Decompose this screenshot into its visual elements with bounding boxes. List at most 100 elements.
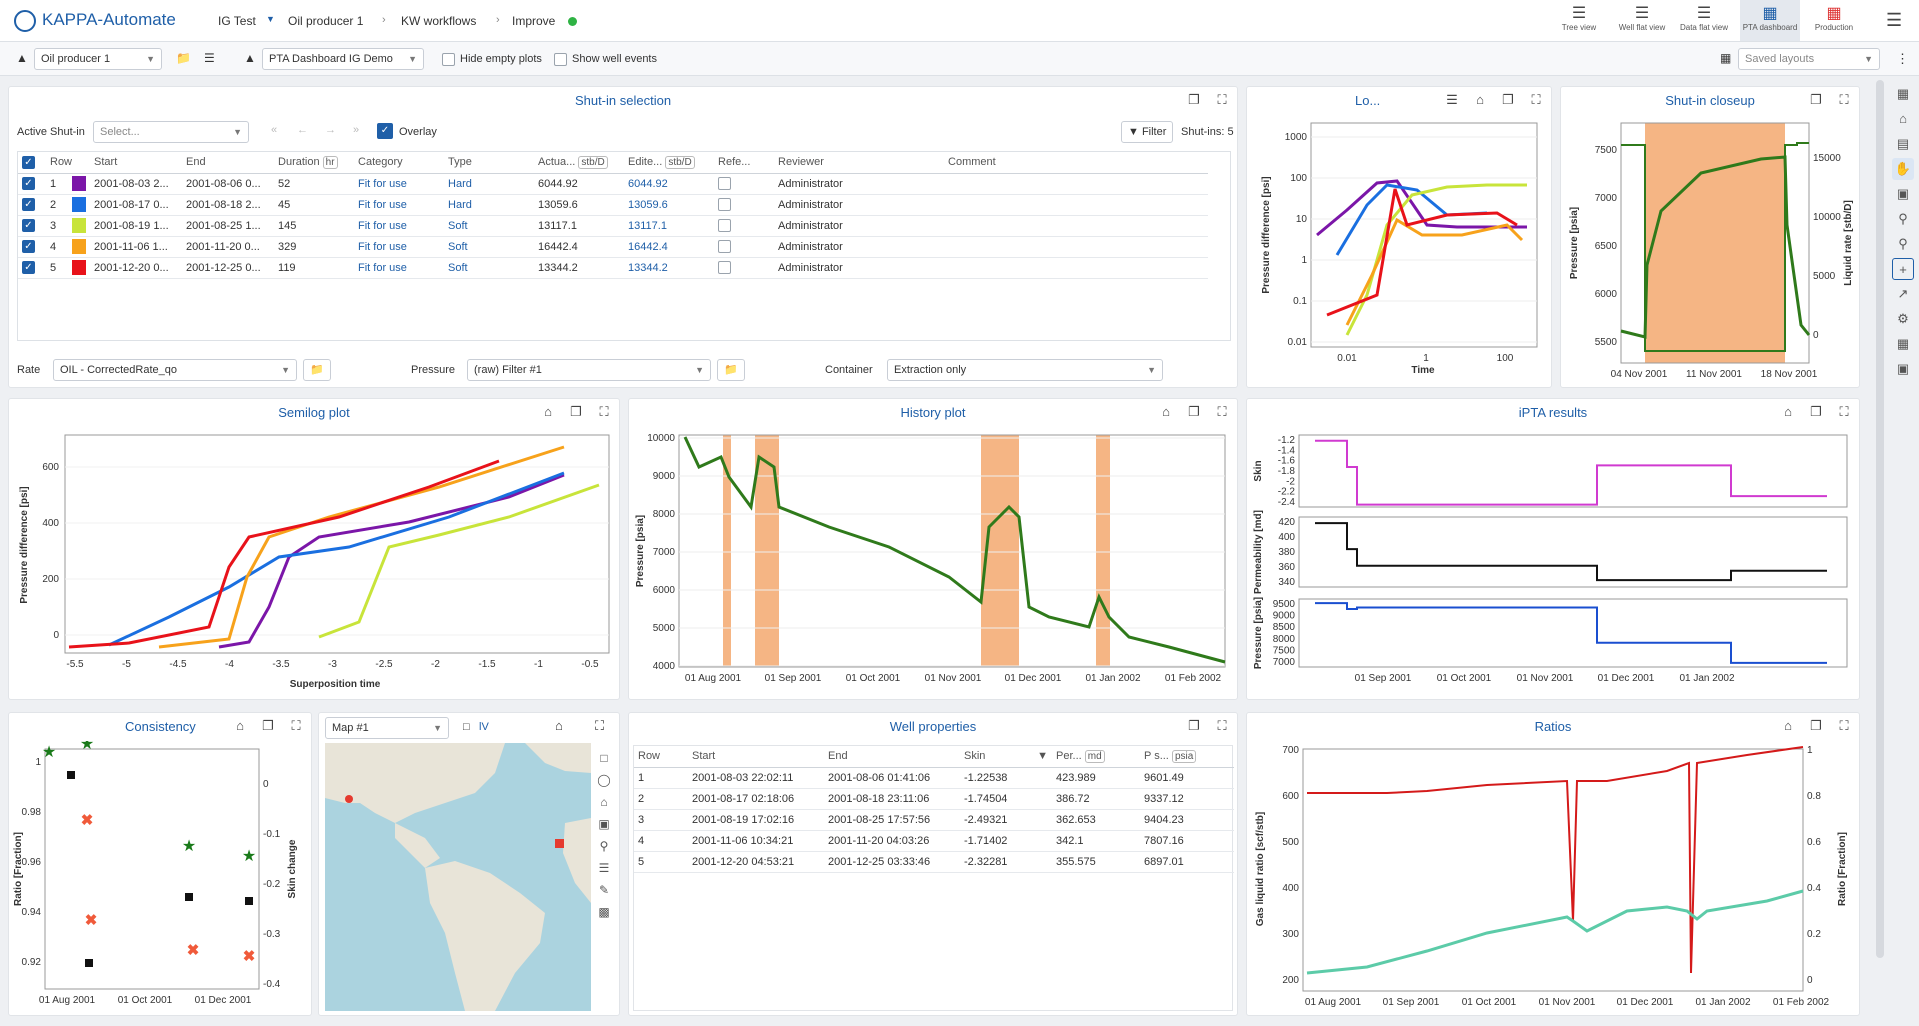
expand-icon[interactable]: ⛶ [1217,92,1227,107]
container-select[interactable]: Extraction only ▼ [887,359,1163,381]
table-row[interactable]: 4 2001-11-06 10:34:21 2001-11-20 04:03:26-… [634,830,1234,852]
table-row[interactable]: 5 2001-12-20 04:53:21 2001-12-25 03:33:46-… [634,851,1234,873]
hide-empty-checkbox[interactable] [442,53,455,66]
color-swatch[interactable] [72,260,86,275]
copy-icon[interactable]: ❐ [1810,92,1822,107]
col-header[interactable]: Category [354,152,445,174]
home-icon[interactable]: ⌂ [1476,92,1484,107]
col-header[interactable]: Edite... stb/D [624,152,715,174]
reference-checkbox[interactable] [718,240,732,253]
last-icon[interactable]: » [353,124,360,136]
home-icon[interactable]: ⌂ [555,718,563,733]
reference-checkbox[interactable] [718,177,732,190]
col-header[interactable]: Reviewer [774,152,945,174]
home-icon[interactable]: ⌂ [1899,111,1907,126]
world-map[interactable] [325,743,591,1011]
expand-icon[interactable]: ⛶ [291,718,301,733]
zoom-icon[interactable]: ⚲ [599,839,609,853]
expand-icon[interactable]: ⛶ [1217,718,1227,733]
expand-icon[interactable]: ⛶ [1217,404,1227,419]
expand-icon[interactable]: ⛶ [599,404,609,419]
expand-icon[interactable]: ⛶ [1531,92,1541,107]
camera-icon[interactable]: ▣ [1896,361,1910,376]
folder-icon[interactable]: 📁 [717,359,745,381]
expand-icon[interactable]: ⛶ [1839,92,1849,107]
home-icon[interactable]: ⌂ [1784,404,1792,419]
prev-icon[interactable]: ← [297,124,308,136]
layers-icon[interactable]: ☰ [598,861,610,875]
table-row[interactable]: 1 2001-08-03 22:02:11 2001-08-06 01:41:06-… [634,767,1234,789]
col-header[interactable]: Per... md [1052,746,1140,768]
ratios-chart[interactable]: Gas liquid ratio [scf/stb] Ratio [Fractio… [1247,741,1860,1016]
view-pta-dashboard[interactable]: ▦ PTA dashboard [1740,0,1800,41]
pan-icon[interactable]: ✋ [1892,158,1914,180]
saved-layouts-select[interactable]: Saved layouts ▼ [1738,48,1880,70]
table-row[interactable]: 2 2001-08-17 02:18:06 2001-08-18 23:11:06-… [634,788,1234,810]
view-well-flat[interactable]: ☰ Well flat view [1614,3,1670,39]
first-icon[interactable]: « [271,124,278,136]
select-all-checkbox[interactable]: ✓ [22,155,35,169]
select-icon[interactable]: □ [600,751,608,765]
reference-checkbox[interactable] [718,219,732,232]
ipta-chart[interactable]: Skin -1.2-1.4-1.6-1.8-2-2.2-2.4 Permeabili… [1247,427,1860,700]
settings-icon[interactable]: ⋮ [1896,51,1909,66]
zoom-box-icon[interactable]: ▣ [598,817,610,831]
home-icon[interactable]: ⌂ [544,404,552,419]
chart-icon[interactable]: ▩ [598,905,610,919]
col-header[interactable]: Comment [944,152,1208,174]
folder-icon[interactable]: 📁 [303,359,331,381]
copy-icon[interactable]: ❐ [1188,718,1200,733]
crosshair-icon[interactable]: + [1892,258,1914,280]
reference-checkbox[interactable] [718,198,732,211]
col-header[interactable]: End [824,746,960,768]
table-row[interactable]: ✓ 1 2001-08-03 2... 2001-08-06 0... 52 Fit fo… [18,173,1208,195]
color-swatch[interactable] [72,239,86,254]
col-header[interactable]: Row [634,746,688,768]
semilog-chart[interactable]: Pressure difference [psi] Superposition t… [9,427,620,700]
row-checkbox[interactable]: ✓ [22,177,35,190]
col-header[interactable]: Refe... [714,152,775,174]
breadcrumb-workflows[interactable]: KW workflows [401,14,477,28]
rate-select[interactable]: OIL - CorrectedRate_qo ▼ [53,359,297,381]
zoom-y-icon[interactable]: ⚲ [1898,236,1908,251]
table-row[interactable]: ✓ 4 2001-11-06 1... 2001-11-20 0... 329 Fit f… [18,236,1208,258]
copy-icon[interactable]: ❐ [1188,92,1200,107]
filter-button[interactable]: ▼ Filter [1121,121,1174,143]
copy-icon[interactable]: ❐ [1502,92,1514,107]
shutin-select[interactable]: Select... ▼ [93,121,249,143]
breadcrumb-field[interactable]: IG Test [218,14,256,28]
view-production[interactable]: ▦ Production [1806,3,1862,39]
col-header[interactable]: Start [688,746,824,768]
chevron-down-icon[interactable]: ▼ [266,14,275,24]
zoom-box-icon[interactable]: ▣ [1896,186,1910,201]
copy-icon[interactable]: ❐ [1188,404,1200,419]
reference-checkbox[interactable] [718,261,732,274]
app-name[interactable]: KAPPA-Automate [42,10,176,29]
next-icon[interactable]: → [325,124,336,136]
expand-icon[interactable]: ⛶ [1839,718,1849,733]
row-checkbox[interactable]: ✓ [22,198,35,211]
menu-icon[interactable]: ☰ [1886,10,1903,30]
breadcrumb-well[interactable]: Oil producer 1 [288,14,364,28]
table-row[interactable]: ✓ 3 2001-08-19 1... 2001-08-25 1... 145 Fit f… [18,215,1208,237]
color-swatch[interactable] [72,197,86,212]
map-select[interactable]: Map #1 ▼ [325,717,449,739]
color-swatch[interactable] [72,176,86,191]
home-icon[interactable]: ⌂ [236,718,244,733]
col-header[interactable]: End [182,152,275,174]
grid-icon[interactable]: ▦ [1896,86,1910,101]
copy-icon[interactable]: ❐ [262,718,274,733]
expand-icon[interactable]: ⛶ [1839,404,1849,419]
home-icon[interactable]: ⌂ [1162,404,1170,419]
copy-icon[interactable]: ❐ [570,404,582,419]
table-row[interactable]: ✓ 5 2001-12-20 0... 2001-12-25 0... 119 Fit f… [18,257,1208,279]
col-header[interactable]: Row [46,152,91,174]
doc-icon[interactable]: ▤ [1896,136,1910,151]
pointer-icon[interactable]: ↗ [1897,286,1909,301]
table-row[interactable]: 3 2001-08-19 17:02:16 2001-08-25 17:57:56-… [634,809,1234,831]
color-swatch[interactable] [72,218,86,233]
pen-icon[interactable]: ✎ [598,883,610,897]
well-select[interactable]: Oil producer 1 ▼ [34,48,162,70]
folder-icon[interactable]: 📁 [176,51,191,65]
zoom-x-icon[interactable]: ⚲ [1898,211,1908,226]
